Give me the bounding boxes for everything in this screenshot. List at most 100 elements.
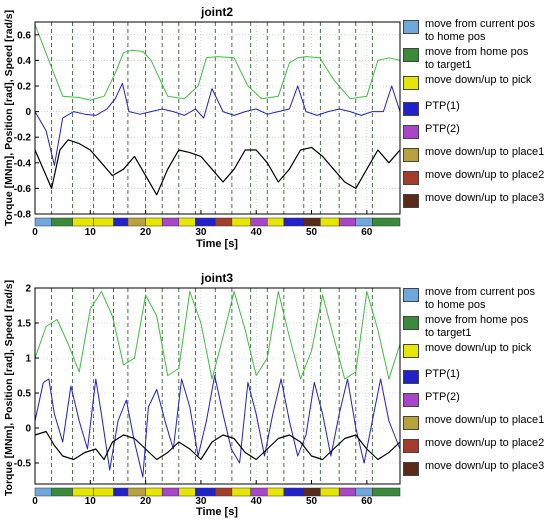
phase-bar-segment: [195, 487, 216, 497]
phase-bar-segment: [338, 217, 357, 227]
legend-label: move from current pos to home pos: [425, 18, 536, 43]
x-tick-label: 30: [195, 496, 207, 507]
x-tick-label: 60: [361, 496, 373, 507]
phase-bar-segment: [93, 487, 114, 497]
x-tick-label: 20: [140, 227, 152, 238]
phase-bar-segment: [178, 217, 196, 227]
phase-bar-segment: [283, 217, 305, 227]
series-line-3: [34, 139, 401, 196]
x-tick-label: 0: [32, 496, 38, 507]
legend-swatch: [403, 439, 419, 453]
phase-bar-segment: [303, 217, 321, 227]
phase-bar-segment: [51, 217, 73, 227]
y-tick-label: -0.5: [14, 459, 32, 470]
legend-item: move from home pos to target1: [403, 46, 550, 71]
legend-label: move from current pos to home pos: [425, 286, 536, 311]
legend-item: PTP(1): [403, 368, 550, 384]
phase-bar-segment: [215, 487, 233, 497]
phase-bar-segment: [34, 487, 52, 497]
y-tick-label: -0.4: [14, 158, 32, 169]
legend-item: PTP(2): [403, 123, 550, 139]
panel-title: joint3: [200, 271, 233, 285]
series-line-1: [34, 24, 401, 101]
y-tick-label: 1: [25, 354, 31, 365]
phase-bar-segment: [231, 487, 251, 497]
y-tick-label: 0.5: [17, 389, 31, 400]
phase-bar-segment: [145, 217, 163, 227]
legend-swatch: [403, 416, 419, 430]
legend-item: move down/up to place3: [403, 192, 550, 208]
phase-bar-segment: [93, 217, 114, 227]
x-tick-label: 40: [251, 227, 263, 238]
legend-item: PTP(1): [403, 100, 550, 116]
series-line-3: [34, 430, 401, 461]
phase-bar-segment: [195, 217, 216, 227]
x-tick-label: 50: [306, 496, 318, 507]
phase-bar-segment: [372, 487, 401, 497]
plot-frame: [34, 21, 401, 215]
series-line-2: [34, 375, 401, 478]
x-tick-label: 50: [306, 227, 318, 238]
x-tick-label: 10: [85, 496, 97, 507]
phase-bar-segment: [215, 217, 233, 227]
legend-label: PTP(1): [425, 368, 460, 380]
legend-label: move down/up to place3: [425, 460, 545, 472]
legend-label: PTP(1): [425, 100, 460, 112]
phase-bar-segment: [127, 217, 146, 227]
legend-label: move from home pos to target1: [425, 46, 529, 71]
legend-item: move down/up to place2: [403, 437, 550, 453]
x-axis-label: Time [s]: [196, 506, 238, 518]
x-axis-label: Time [s]: [196, 238, 238, 250]
phase-bar-segment: [250, 217, 268, 227]
legend-item: move down/up to place2: [403, 169, 550, 185]
panel-title: joint2: [200, 5, 233, 19]
y-axis-label: Torque [MNm], Position [rad], Speed [rad…: [3, 280, 15, 496]
legend-swatch: [403, 125, 419, 139]
legend-swatch: [403, 194, 419, 208]
phase-bar-segment: [320, 487, 340, 497]
phase-bar-segment: [113, 217, 129, 227]
phase-bar-segment: [283, 487, 305, 497]
y-axis-label: Torque [MNm], Position [rad], Speed [rad…: [3, 10, 15, 226]
legend-label: move from home pos to target1: [425, 314, 529, 339]
legend-item: move down/up to pick: [403, 74, 550, 90]
x-tick-label: 30: [195, 227, 207, 238]
legend-item: move from current pos to home pos: [403, 18, 550, 43]
legend-label: PTP(2): [425, 123, 460, 135]
phase-bar-segment: [161, 217, 180, 227]
phase-bar-segment: [161, 487, 180, 497]
y-tick-label: 0.2: [17, 82, 31, 93]
legend-label: move down/up to pick: [425, 342, 532, 354]
phase-bar-segment: [372, 217, 401, 227]
phase-bar-segment: [51, 487, 73, 497]
legend-swatch: [403, 48, 419, 62]
y-tick-label: 1.5: [17, 319, 31, 330]
y-tick-label: -0.6: [14, 184, 32, 195]
legend-item: move from current pos to home pos: [403, 286, 550, 311]
plot-frame: [34, 287, 401, 485]
phase-bar-segment: [178, 487, 196, 497]
panel-joint2: joint2 -0.8 -0.6 -0.4 -0.2 0 0.2 0.4 0.6 0 10 20 3…: [3, 5, 401, 250]
y-tick-label: 0: [25, 107, 31, 118]
legend-label: move down/up to place2: [425, 437, 545, 449]
legend-swatch: [403, 393, 419, 407]
phase-bar-segment: [250, 487, 268, 497]
x-tick-label: 0: [32, 227, 38, 238]
legend-swatch: [403, 462, 419, 476]
x-tick-label: 20: [140, 496, 152, 507]
phase-bar-segment: [303, 487, 321, 497]
legend-swatch: [403, 102, 419, 116]
legend-swatch: [403, 288, 419, 302]
phase-bar-segment: [34, 217, 52, 227]
legend-label: move down/up to place2: [425, 169, 545, 181]
series-line-1: [34, 291, 401, 380]
phase-bar-segment: [355, 217, 373, 227]
x-tick-label: 60: [361, 227, 373, 238]
legend-swatch: [403, 370, 419, 384]
y-tick-label: 2: [25, 284, 31, 295]
legend-item: move down/up to pick: [403, 342, 550, 358]
phase-bar-segment: [127, 487, 146, 497]
x-tick-label: 40: [251, 496, 263, 507]
legend-item: move from home pos to target1: [403, 314, 550, 339]
legend-label: move down/up to place1: [425, 414, 545, 426]
